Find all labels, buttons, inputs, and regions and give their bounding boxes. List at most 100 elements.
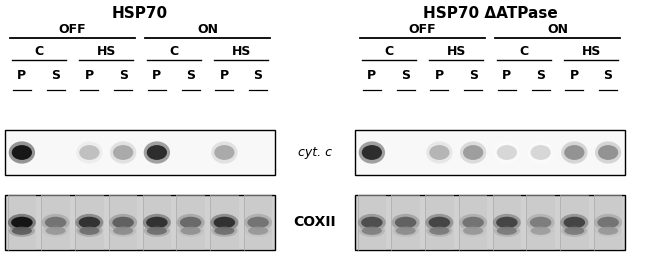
Ellipse shape xyxy=(214,227,235,235)
Ellipse shape xyxy=(79,227,99,235)
Ellipse shape xyxy=(143,214,171,231)
Ellipse shape xyxy=(177,214,205,231)
Text: HSP70 ΔATPase: HSP70 ΔATPase xyxy=(422,6,558,21)
Ellipse shape xyxy=(214,217,235,228)
Ellipse shape xyxy=(527,141,554,164)
Ellipse shape xyxy=(245,225,271,237)
Ellipse shape xyxy=(497,145,517,160)
Bar xyxy=(5,130,275,175)
Text: COXII: COXII xyxy=(294,216,336,230)
Text: C: C xyxy=(169,45,178,58)
Ellipse shape xyxy=(46,227,66,235)
Text: P: P xyxy=(220,69,229,82)
Text: S: S xyxy=(186,69,195,82)
Ellipse shape xyxy=(459,214,487,231)
Ellipse shape xyxy=(462,217,484,228)
Text: ON: ON xyxy=(197,23,218,36)
Ellipse shape xyxy=(248,217,269,228)
Ellipse shape xyxy=(110,141,136,164)
Text: S: S xyxy=(51,69,60,82)
Ellipse shape xyxy=(564,227,584,235)
Bar xyxy=(355,130,625,175)
Text: S: S xyxy=(536,69,545,82)
Ellipse shape xyxy=(8,214,36,231)
Ellipse shape xyxy=(561,141,588,164)
Ellipse shape xyxy=(11,217,32,228)
Ellipse shape xyxy=(598,227,618,235)
Text: HS: HS xyxy=(447,45,466,58)
Ellipse shape xyxy=(493,214,521,231)
Text: S: S xyxy=(401,69,410,82)
Text: P: P xyxy=(502,69,512,82)
Ellipse shape xyxy=(564,217,585,228)
Ellipse shape xyxy=(79,217,100,228)
Text: P: P xyxy=(152,69,161,82)
Text: P: P xyxy=(435,69,444,82)
Ellipse shape xyxy=(564,145,584,160)
Text: HS: HS xyxy=(97,45,116,58)
Ellipse shape xyxy=(393,225,419,237)
Ellipse shape xyxy=(494,141,520,164)
Ellipse shape xyxy=(460,141,486,164)
Ellipse shape xyxy=(180,217,202,228)
Ellipse shape xyxy=(181,227,201,235)
Ellipse shape xyxy=(214,145,235,160)
Ellipse shape xyxy=(76,225,103,237)
Ellipse shape xyxy=(359,225,385,237)
Ellipse shape xyxy=(530,145,551,160)
Ellipse shape xyxy=(594,214,622,231)
Text: P: P xyxy=(18,69,27,82)
Ellipse shape xyxy=(392,214,420,231)
Ellipse shape xyxy=(560,214,588,231)
Text: cyt. c: cyt. c xyxy=(298,146,332,159)
Ellipse shape xyxy=(595,141,621,164)
Ellipse shape xyxy=(358,214,386,231)
Text: S: S xyxy=(604,69,612,82)
Ellipse shape xyxy=(425,214,453,231)
Text: C: C xyxy=(519,45,528,58)
Ellipse shape xyxy=(463,145,483,160)
Text: ON: ON xyxy=(547,23,568,36)
Ellipse shape xyxy=(528,225,554,237)
Ellipse shape xyxy=(42,225,69,237)
Ellipse shape xyxy=(430,227,449,235)
Ellipse shape xyxy=(248,227,268,235)
Text: S: S xyxy=(254,69,263,82)
Ellipse shape xyxy=(496,217,517,228)
Ellipse shape xyxy=(110,225,136,237)
Ellipse shape xyxy=(426,141,452,164)
Ellipse shape xyxy=(598,145,618,160)
Ellipse shape xyxy=(109,214,137,231)
Text: HS: HS xyxy=(582,45,601,58)
Ellipse shape xyxy=(530,227,551,235)
Ellipse shape xyxy=(211,214,239,231)
Ellipse shape xyxy=(144,225,170,237)
Text: HSP70: HSP70 xyxy=(112,6,168,21)
Ellipse shape xyxy=(147,227,167,235)
Ellipse shape xyxy=(396,227,415,235)
Ellipse shape xyxy=(361,217,383,228)
Text: C: C xyxy=(384,45,393,58)
Ellipse shape xyxy=(362,227,382,235)
Ellipse shape xyxy=(12,227,32,235)
Text: P: P xyxy=(84,69,94,82)
Ellipse shape xyxy=(146,217,168,228)
Ellipse shape xyxy=(428,217,450,228)
Bar xyxy=(355,195,625,250)
Ellipse shape xyxy=(597,217,619,228)
Ellipse shape xyxy=(562,225,588,237)
Text: S: S xyxy=(469,69,478,82)
Text: P: P xyxy=(570,69,579,82)
Ellipse shape xyxy=(426,225,452,237)
Text: OFF: OFF xyxy=(409,23,436,36)
Ellipse shape xyxy=(42,214,70,231)
Ellipse shape xyxy=(45,217,66,228)
Ellipse shape xyxy=(460,225,486,237)
Ellipse shape xyxy=(112,217,134,228)
Ellipse shape xyxy=(359,141,385,164)
Ellipse shape xyxy=(211,141,237,164)
Ellipse shape xyxy=(595,225,621,237)
Ellipse shape xyxy=(177,225,203,237)
Ellipse shape xyxy=(244,214,272,231)
Text: S: S xyxy=(118,69,127,82)
